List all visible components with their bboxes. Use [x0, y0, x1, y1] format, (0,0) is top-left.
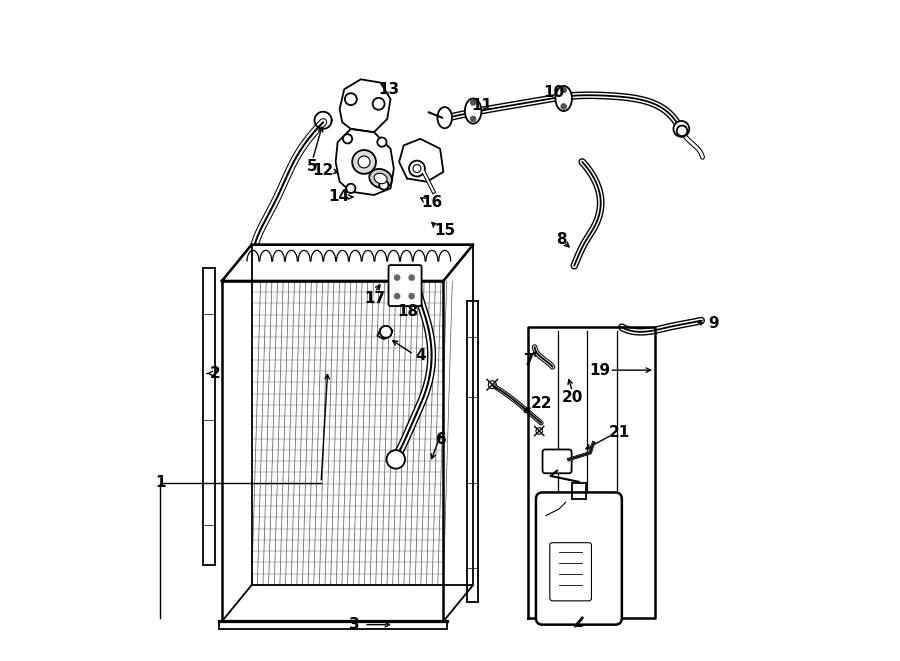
Ellipse shape [413, 165, 421, 173]
Text: 9: 9 [707, 317, 718, 331]
Text: 22: 22 [530, 396, 552, 410]
Circle shape [470, 116, 476, 122]
Circle shape [358, 156, 370, 168]
Text: 16: 16 [421, 195, 442, 210]
Circle shape [373, 98, 384, 110]
Circle shape [561, 87, 567, 93]
FancyBboxPatch shape [543, 449, 572, 473]
Ellipse shape [374, 173, 387, 184]
Circle shape [394, 274, 400, 281]
Polygon shape [399, 139, 444, 182]
Text: 6: 6 [436, 432, 446, 447]
Text: 1: 1 [155, 475, 166, 490]
Circle shape [380, 326, 392, 338]
Text: 14: 14 [328, 190, 349, 204]
Text: 7: 7 [524, 353, 535, 368]
Circle shape [377, 137, 386, 147]
Text: 19: 19 [589, 363, 610, 377]
Text: 17: 17 [364, 292, 385, 306]
Circle shape [409, 293, 415, 299]
Ellipse shape [555, 86, 572, 111]
Ellipse shape [437, 107, 452, 128]
Circle shape [343, 134, 352, 143]
Text: 4: 4 [415, 348, 426, 363]
FancyBboxPatch shape [389, 265, 421, 306]
Text: 10: 10 [544, 85, 564, 100]
Text: 20: 20 [562, 391, 583, 405]
Circle shape [673, 121, 689, 137]
FancyBboxPatch shape [536, 492, 622, 625]
Polygon shape [336, 129, 394, 195]
Polygon shape [222, 245, 473, 281]
Circle shape [470, 99, 476, 106]
Circle shape [409, 274, 415, 281]
Circle shape [394, 293, 400, 299]
Circle shape [345, 93, 356, 105]
Text: 3: 3 [349, 617, 359, 632]
Circle shape [352, 150, 376, 174]
Ellipse shape [465, 98, 482, 124]
Text: 2: 2 [210, 366, 220, 381]
Circle shape [386, 450, 405, 469]
Text: 18: 18 [398, 305, 418, 319]
Text: 21: 21 [608, 426, 630, 440]
Ellipse shape [369, 169, 392, 188]
Circle shape [346, 184, 356, 193]
Circle shape [561, 103, 567, 110]
Text: 11: 11 [472, 98, 492, 113]
Ellipse shape [677, 126, 688, 136]
Text: 13: 13 [379, 83, 400, 97]
Text: 8: 8 [555, 232, 566, 247]
Circle shape [379, 180, 389, 190]
Text: 5: 5 [307, 159, 318, 174]
Polygon shape [377, 327, 392, 339]
Polygon shape [339, 79, 391, 132]
Text: 15: 15 [434, 223, 455, 237]
Text: 12: 12 [312, 163, 334, 178]
Ellipse shape [409, 161, 425, 176]
